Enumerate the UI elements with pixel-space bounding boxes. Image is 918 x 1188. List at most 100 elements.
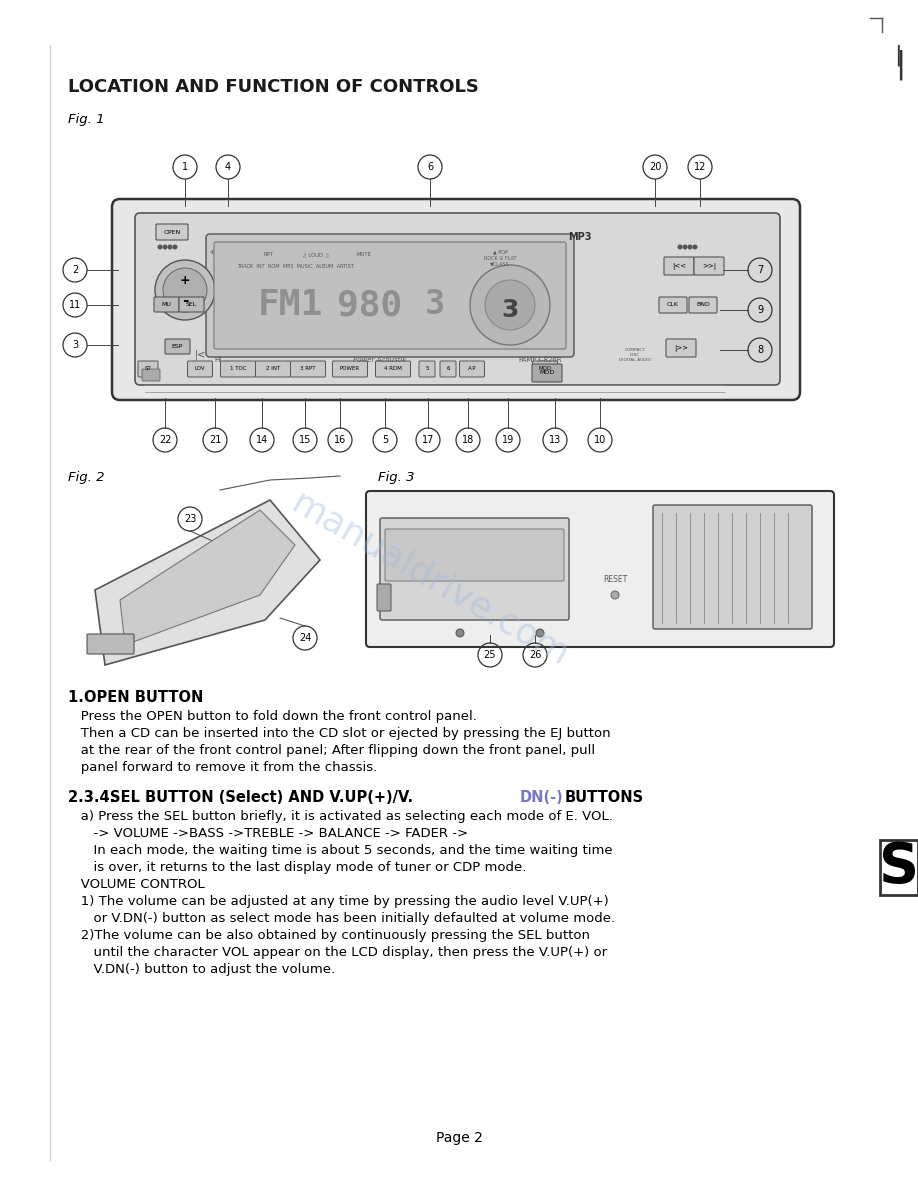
FancyBboxPatch shape [290, 361, 326, 377]
Circle shape [470, 265, 550, 345]
Text: 3 RPT: 3 RPT [300, 367, 316, 372]
FancyBboxPatch shape [664, 257, 694, 274]
FancyBboxPatch shape [138, 361, 158, 377]
Circle shape [693, 245, 697, 248]
Text: 2)The volume can be also obtained by continuously pressing the SEL button: 2)The volume can be also obtained by con… [68, 929, 590, 942]
Text: 19: 19 [502, 435, 514, 446]
Text: 4: 4 [225, 162, 231, 172]
Text: FM1: FM1 [257, 287, 322, 322]
Text: 6: 6 [427, 162, 433, 172]
Polygon shape [120, 510, 295, 645]
Circle shape [155, 260, 215, 320]
Text: 26: 26 [529, 650, 542, 661]
Text: 3: 3 [72, 340, 78, 350]
Circle shape [174, 245, 177, 248]
Text: 1) The volume can be adjusted at any time by pressing the audio level V.UP(+): 1) The volume can be adjusted at any tim… [68, 895, 609, 908]
Text: POWER: POWER [340, 367, 360, 372]
FancyBboxPatch shape [689, 297, 717, 312]
Circle shape [168, 245, 172, 248]
FancyBboxPatch shape [366, 491, 834, 647]
Text: OPEN: OPEN [163, 229, 181, 234]
Text: |: | [895, 50, 905, 81]
Text: RESET: RESET [603, 575, 627, 584]
FancyBboxPatch shape [179, 297, 204, 312]
Text: PAMP3-826R: PAMP3-826R [518, 358, 562, 364]
Text: 23: 23 [184, 514, 196, 524]
FancyBboxPatch shape [154, 297, 179, 312]
Text: |<: |< [195, 349, 206, 360]
Text: 4X50W: 4X50W [210, 249, 232, 254]
Text: 4 RDM: 4 RDM [384, 367, 402, 372]
Text: 15: 15 [299, 435, 311, 446]
Circle shape [485, 280, 535, 330]
FancyBboxPatch shape [142, 369, 160, 381]
FancyBboxPatch shape [460, 361, 485, 377]
Text: 10: 10 [594, 435, 606, 446]
Text: 11: 11 [69, 301, 81, 310]
Circle shape [163, 245, 167, 248]
Text: BND: BND [696, 303, 710, 308]
Text: ▲ POP
ROCK ⊙ FLAT
▼CLASS: ▲ POP ROCK ⊙ FLAT ▼CLASS [484, 249, 516, 266]
FancyBboxPatch shape [385, 529, 564, 581]
FancyBboxPatch shape [419, 361, 435, 377]
Text: OPEN BUTTON: OPEN BUTTON [84, 690, 204, 704]
FancyBboxPatch shape [532, 361, 557, 377]
FancyBboxPatch shape [375, 361, 410, 377]
FancyBboxPatch shape [187, 361, 212, 377]
Circle shape [536, 628, 544, 637]
FancyBboxPatch shape [694, 257, 724, 274]
Text: A.P: A.P [467, 367, 476, 372]
Text: RPT: RPT [263, 253, 273, 258]
Text: 24: 24 [299, 633, 311, 643]
Text: Fig. 2: Fig. 2 [68, 472, 105, 485]
FancyBboxPatch shape [532, 364, 562, 383]
Text: 22: 22 [159, 435, 172, 446]
FancyBboxPatch shape [87, 634, 134, 655]
Text: panel forward to remove it from the chassis.: panel forward to remove it from the chas… [68, 762, 377, 775]
Text: Fig. 3: Fig. 3 [378, 472, 415, 485]
Text: LOV: LOV [195, 367, 206, 372]
Text: BUTTONS: BUTTONS [565, 790, 644, 805]
Text: -: - [182, 292, 188, 308]
Text: 21: 21 [208, 435, 221, 446]
Text: In each mode, the waiting time is about 5 seconds, and the time waiting time: In each mode, the waiting time is about … [68, 843, 612, 857]
Text: 3: 3 [501, 298, 519, 322]
Text: 12: 12 [694, 162, 706, 172]
Text: 1: 1 [182, 162, 188, 172]
FancyBboxPatch shape [220, 361, 255, 377]
Text: -> VOLUME ->BASS ->TREBLE -> BALANCE -> FADER ->: -> VOLUME ->BASS ->TREBLE -> BALANCE -> … [68, 827, 468, 840]
Text: ♫ LOUD ♫: ♫ LOUD ♫ [302, 253, 330, 258]
Text: 9: 9 [757, 305, 763, 315]
Text: V.DN(-) button to adjust the volume.: V.DN(-) button to adjust the volume. [68, 963, 335, 977]
Circle shape [163, 268, 207, 312]
FancyBboxPatch shape [332, 361, 367, 377]
Text: SEL BUTTON (Select) AND V.UP(+)/V.: SEL BUTTON (Select) AND V.UP(+)/V. [110, 790, 413, 805]
Text: HI: HI [215, 358, 221, 364]
Text: at the rear of the front control panel; After flipping down the front panel, pul: at the rear of the front control panel; … [68, 744, 595, 757]
Text: MOD: MOD [540, 371, 554, 375]
FancyBboxPatch shape [440, 361, 456, 377]
FancyBboxPatch shape [880, 840, 918, 895]
Text: LOCATION AND FUNCTION OF CONTROLS: LOCATION AND FUNCTION OF CONTROLS [68, 78, 479, 96]
Text: until the character VOL appear on the LCD display, then press the V.UP(+) or: until the character VOL appear on the LC… [68, 946, 607, 959]
FancyBboxPatch shape [377, 584, 391, 611]
FancyBboxPatch shape [135, 213, 780, 385]
Text: Then a CD can be inserted into the CD slot or ejected by pressing the EJ button: Then a CD can be inserted into the CD sl… [68, 727, 610, 740]
Text: manualdrive.com: manualdrive.com [285, 487, 575, 674]
Text: Page 2: Page 2 [435, 1131, 483, 1145]
Text: >>|: >>| [702, 263, 716, 270]
FancyBboxPatch shape [206, 234, 574, 358]
Text: DN(-): DN(-) [520, 790, 564, 805]
Text: 5: 5 [382, 435, 388, 446]
Text: MU: MU [161, 302, 171, 307]
FancyBboxPatch shape [165, 339, 190, 354]
FancyBboxPatch shape [112, 200, 800, 400]
Text: 5: 5 [425, 367, 429, 372]
Text: TRACK  INT  ROM  MP3  MUSIC  ALBUM  ARTIST: TRACK INT ROM MP3 MUSIC ALBUM ARTIST [237, 264, 353, 268]
Text: 14: 14 [256, 435, 268, 446]
Text: CLK: CLK [667, 303, 679, 308]
Circle shape [688, 245, 692, 248]
FancyBboxPatch shape [156, 225, 188, 240]
Text: MP3: MP3 [568, 232, 592, 242]
Text: VOLUME CONTROL: VOLUME CONTROL [68, 878, 205, 891]
